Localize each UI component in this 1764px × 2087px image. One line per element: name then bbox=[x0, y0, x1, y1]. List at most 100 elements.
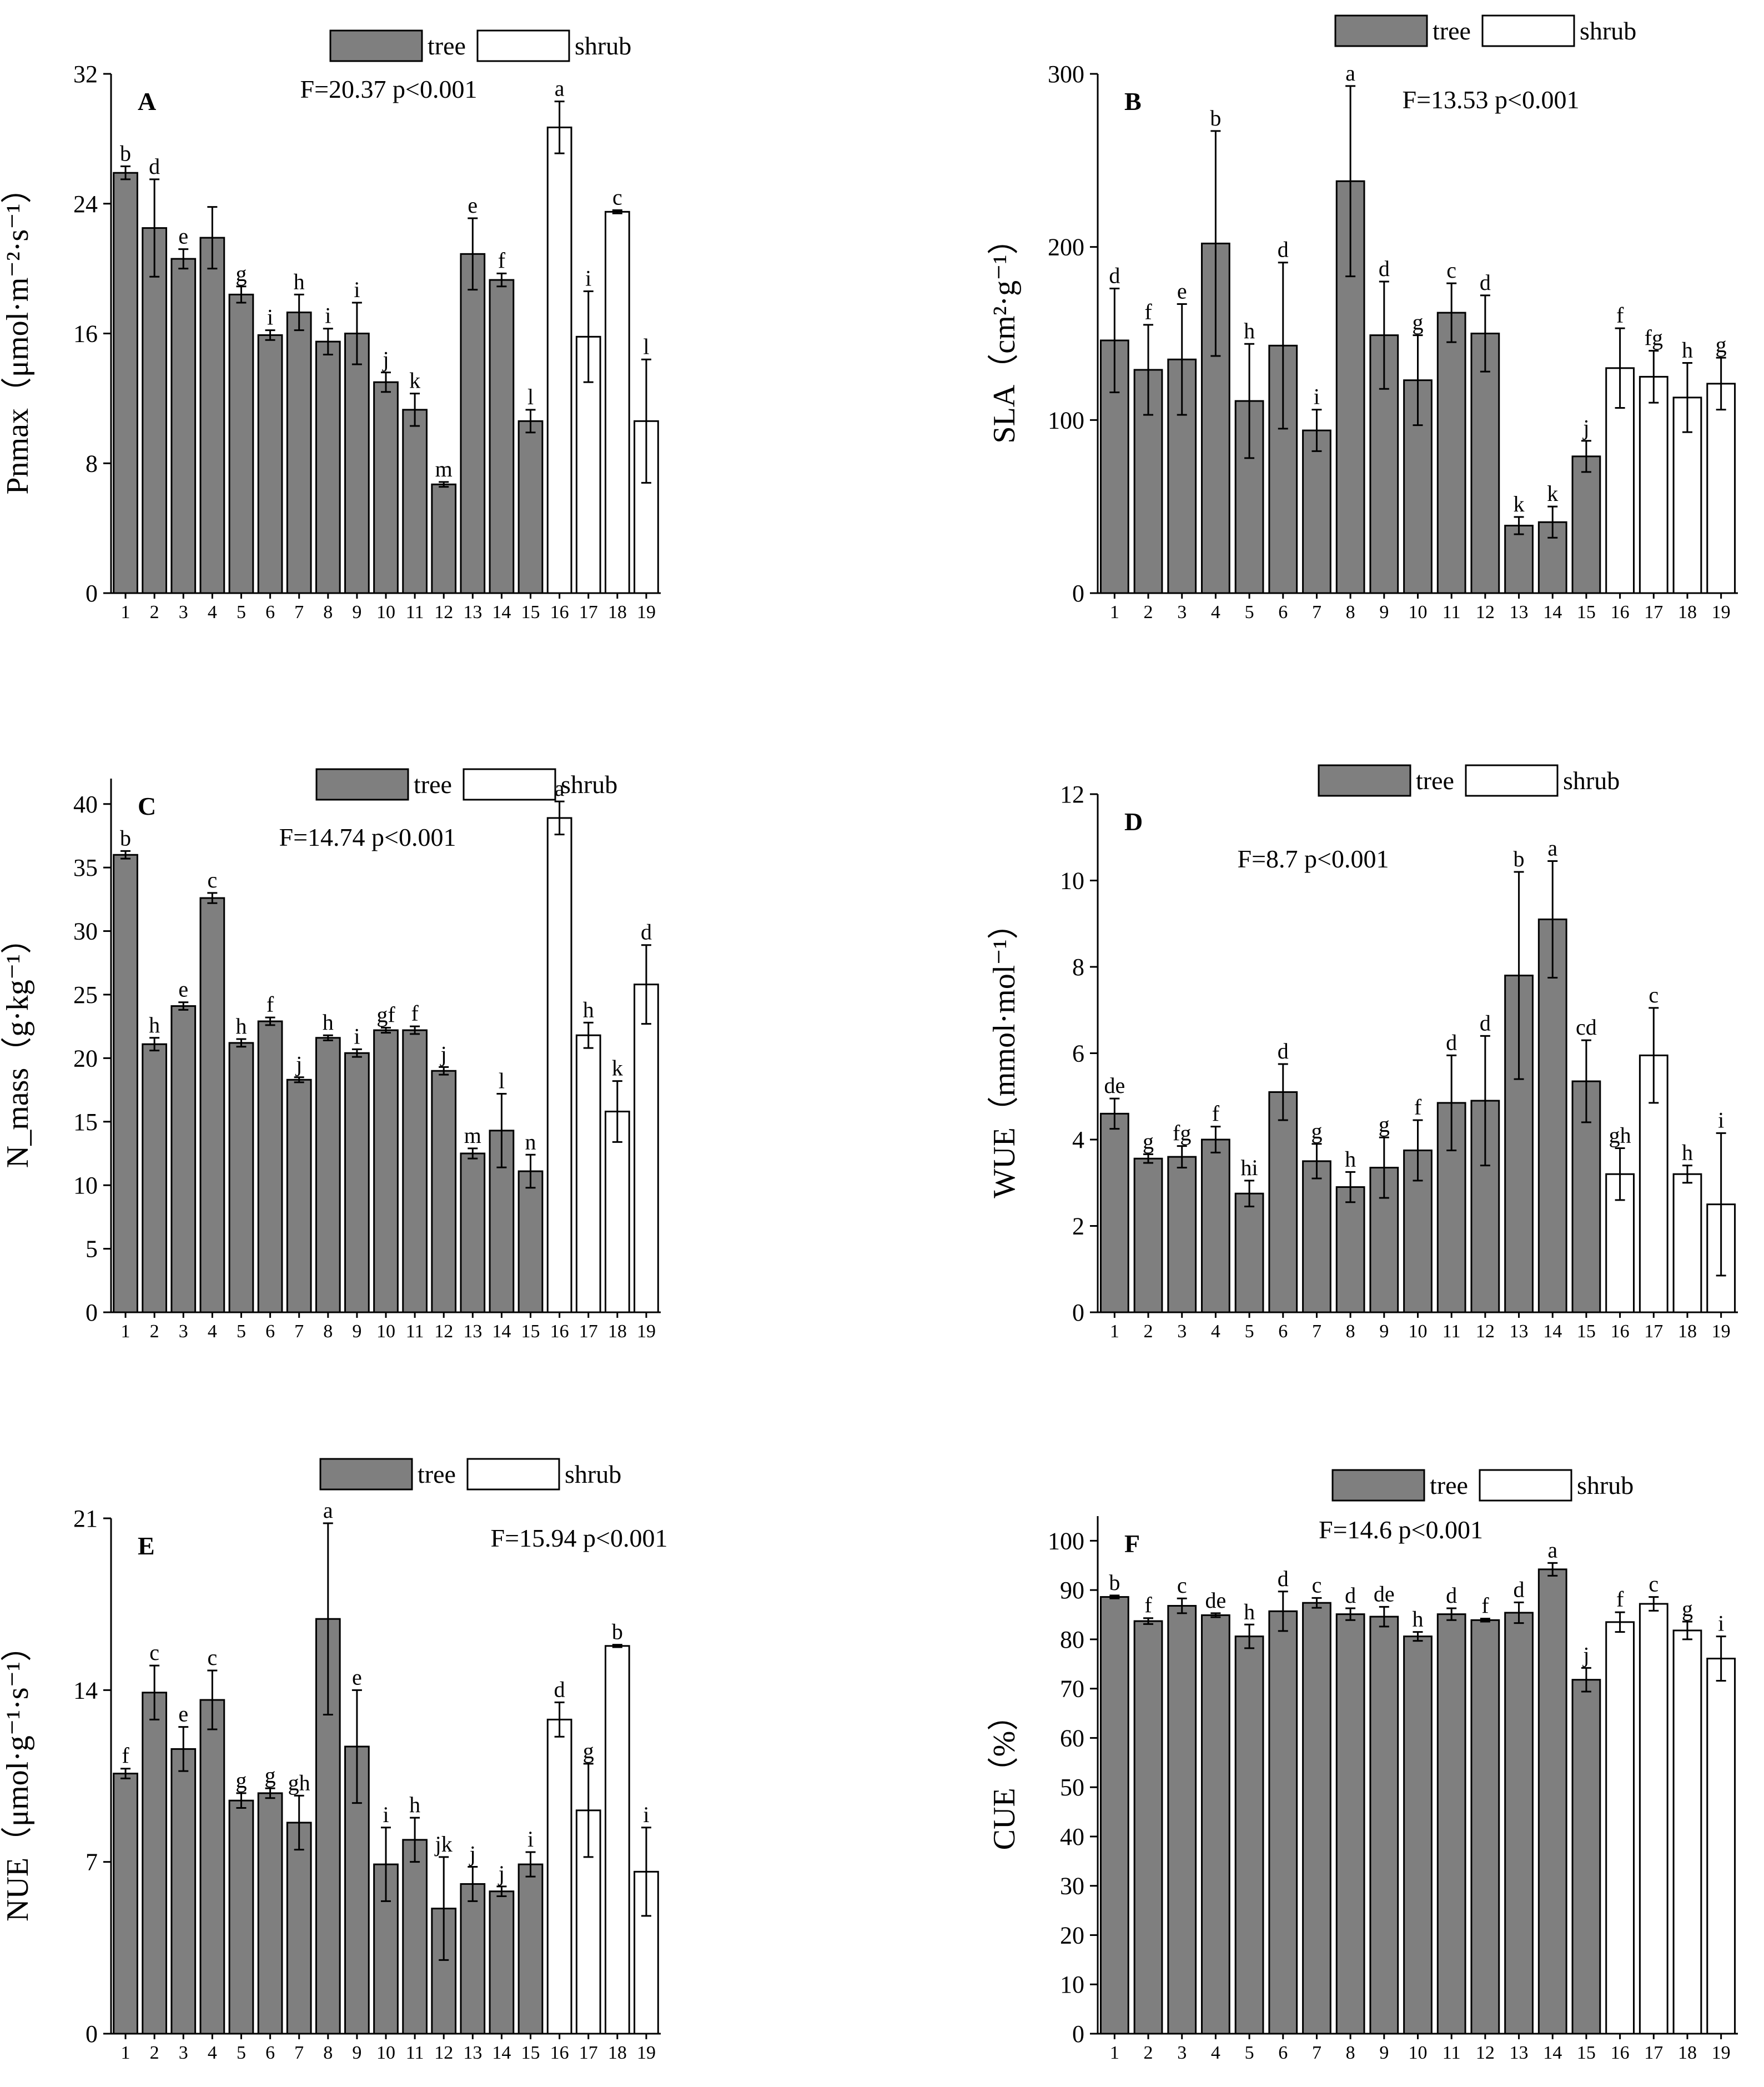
x-tick-label: 3 bbox=[1177, 1321, 1187, 1342]
legend-swatch-tree bbox=[329, 29, 423, 62]
x-tick-label: 3 bbox=[179, 602, 188, 623]
bar-5 bbox=[228, 293, 254, 594]
bar-2 bbox=[1133, 1620, 1163, 2035]
x-tick-label: 3 bbox=[179, 2043, 188, 2063]
x-tick-label: 5 bbox=[237, 1321, 246, 1342]
x-tick-label: 11 bbox=[1443, 602, 1461, 623]
legend-swatch-tree bbox=[319, 1458, 413, 1491]
significance-letter: j bbox=[469, 1842, 476, 1867]
x-tick-label: 16 bbox=[550, 2043, 569, 2063]
x-tick-label: 8 bbox=[323, 602, 333, 623]
significance-letter: i bbox=[1718, 1107, 1724, 1132]
significance-letter: m bbox=[435, 456, 453, 481]
x-tick-label: 5 bbox=[237, 2043, 246, 2063]
significance-letter: b bbox=[1514, 846, 1525, 871]
bar-14 bbox=[489, 279, 515, 594]
y-tick-label: 50 bbox=[1060, 1774, 1084, 1801]
legend-label-tree: tree bbox=[428, 32, 466, 60]
x-tick-label: 13 bbox=[463, 1321, 482, 1342]
bar-14 bbox=[1537, 1568, 1567, 2035]
bar-4 bbox=[1201, 1614, 1230, 2035]
bar-1 bbox=[1099, 1112, 1129, 1313]
significance-letter: c bbox=[149, 1640, 159, 1665]
bar-3 bbox=[1167, 1605, 1197, 2035]
x-tick-label: 17 bbox=[579, 602, 598, 623]
legend-swatch-shrub bbox=[466, 1458, 560, 1491]
legend: tree shrub bbox=[1331, 1469, 1634, 1502]
y-tick-label: 16 bbox=[73, 320, 98, 348]
significance-letter: g bbox=[1682, 1596, 1693, 1621]
significance-letter: e bbox=[178, 977, 188, 1002]
x-tick-label: 4 bbox=[1211, 1321, 1220, 1342]
legend-label-shrub: shrub bbox=[1577, 1471, 1634, 1499]
x-tick-label: 15 bbox=[1577, 602, 1596, 623]
chart-title: F=14.74 p<0.001 bbox=[279, 823, 456, 851]
x-tick-label: 5 bbox=[1245, 1321, 1254, 1342]
x-tick-label: 7 bbox=[294, 1321, 304, 1342]
legend-label-shrub: shrub bbox=[1580, 17, 1636, 45]
bar-7 bbox=[286, 1822, 312, 2035]
x-tick-label: 8 bbox=[1346, 602, 1355, 623]
x-tick-label: 8 bbox=[323, 2043, 333, 2063]
significance-letter: i bbox=[1314, 384, 1320, 409]
significance-letter: h bbox=[323, 1010, 334, 1035]
x-tick-label: 1 bbox=[121, 2043, 130, 2063]
x-tick-label: 16 bbox=[1611, 602, 1630, 623]
significance-letter: a bbox=[323, 1498, 333, 1523]
bar-7 bbox=[286, 1078, 312, 1313]
x-tick-label: 15 bbox=[521, 2043, 540, 2063]
y-tick-label: 30 bbox=[1060, 1873, 1084, 1900]
panel-letter: C bbox=[138, 792, 156, 820]
x-tick-label: 1 bbox=[1110, 2043, 1119, 2063]
y-axis-title: WUE（mmol·mol⁻¹） bbox=[987, 908, 1022, 1198]
bar-10 bbox=[1403, 1636, 1433, 2035]
bar-18 bbox=[604, 210, 630, 594]
significance-letter: k bbox=[409, 368, 420, 393]
significance-letter: gf bbox=[376, 1002, 395, 1027]
x-tick-label: 3 bbox=[1177, 602, 1187, 623]
x-tick-label: 16 bbox=[550, 602, 569, 623]
panel-letter: D bbox=[1124, 807, 1143, 836]
significance-letter: d bbox=[1278, 1566, 1289, 1591]
bar-6 bbox=[1268, 1091, 1298, 1313]
bar-7 bbox=[1302, 1160, 1331, 1313]
significance-letter: l bbox=[527, 384, 534, 409]
significance-letter: c bbox=[1312, 1572, 1322, 1597]
chart-panel-b: 0 100 200 300 SLA（cm²·g⁻¹） d 1 f 2 e 3 b 4 h 5 d 6 i 7 a 8 d 9… bbox=[987, 14, 1738, 623]
significance-letter: j bbox=[497, 1861, 505, 1886]
x-tick-label: 7 bbox=[1312, 602, 1321, 623]
y-axis-title: NUE（μmol·g⁻¹·s⁻¹） bbox=[1, 1631, 35, 1922]
significance-letter: l bbox=[643, 334, 649, 359]
x-tick-label: 11 bbox=[406, 1321, 424, 1342]
significance-letter: c bbox=[1177, 1573, 1187, 1598]
legend: tree shrub bbox=[315, 768, 617, 801]
x-tick-label: 6 bbox=[265, 1321, 275, 1342]
bar-3 bbox=[170, 1748, 197, 2035]
bar-18 bbox=[1672, 1173, 1702, 1313]
x-tick-label: 16 bbox=[550, 1321, 569, 1342]
x-tick-label: 5 bbox=[1245, 2043, 1254, 2063]
significance-letter: a bbox=[555, 76, 565, 101]
significance-letter: d bbox=[1514, 1577, 1525, 1602]
x-tick-label: 6 bbox=[1278, 2043, 1288, 2063]
significance-letter: f bbox=[1616, 303, 1624, 328]
x-tick-label: 4 bbox=[1211, 2043, 1220, 2063]
bar-6 bbox=[257, 1020, 283, 1313]
chart-title: F=14.6 p<0.001 bbox=[1319, 1516, 1483, 1544]
significance-letter: i bbox=[267, 305, 273, 330]
x-tick-label: 4 bbox=[208, 1321, 217, 1342]
chart-title: F=20.37 p<0.001 bbox=[300, 75, 478, 103]
bar-17 bbox=[1639, 375, 1668, 594]
panel-letter: B bbox=[1124, 87, 1142, 116]
chart-panel-c: 0 5 10 15 20 25 30 35 40 N_mass（g·kg⁻¹） b 1 h 2 e 3 c 4 h 5… bbox=[1, 768, 661, 1342]
significance-letter: g bbox=[1311, 1118, 1322, 1143]
bar-5 bbox=[228, 1799, 254, 2035]
significance-letter: a bbox=[555, 776, 565, 801]
x-tick-label: 18 bbox=[608, 1321, 627, 1342]
legend-swatch-shrub bbox=[1481, 14, 1575, 47]
y-tick-label: 35 bbox=[73, 854, 98, 881]
legend-label-tree: tree bbox=[1416, 766, 1454, 795]
x-tick-label: 11 bbox=[406, 2043, 424, 2063]
significance-letter: f bbox=[1144, 299, 1152, 324]
